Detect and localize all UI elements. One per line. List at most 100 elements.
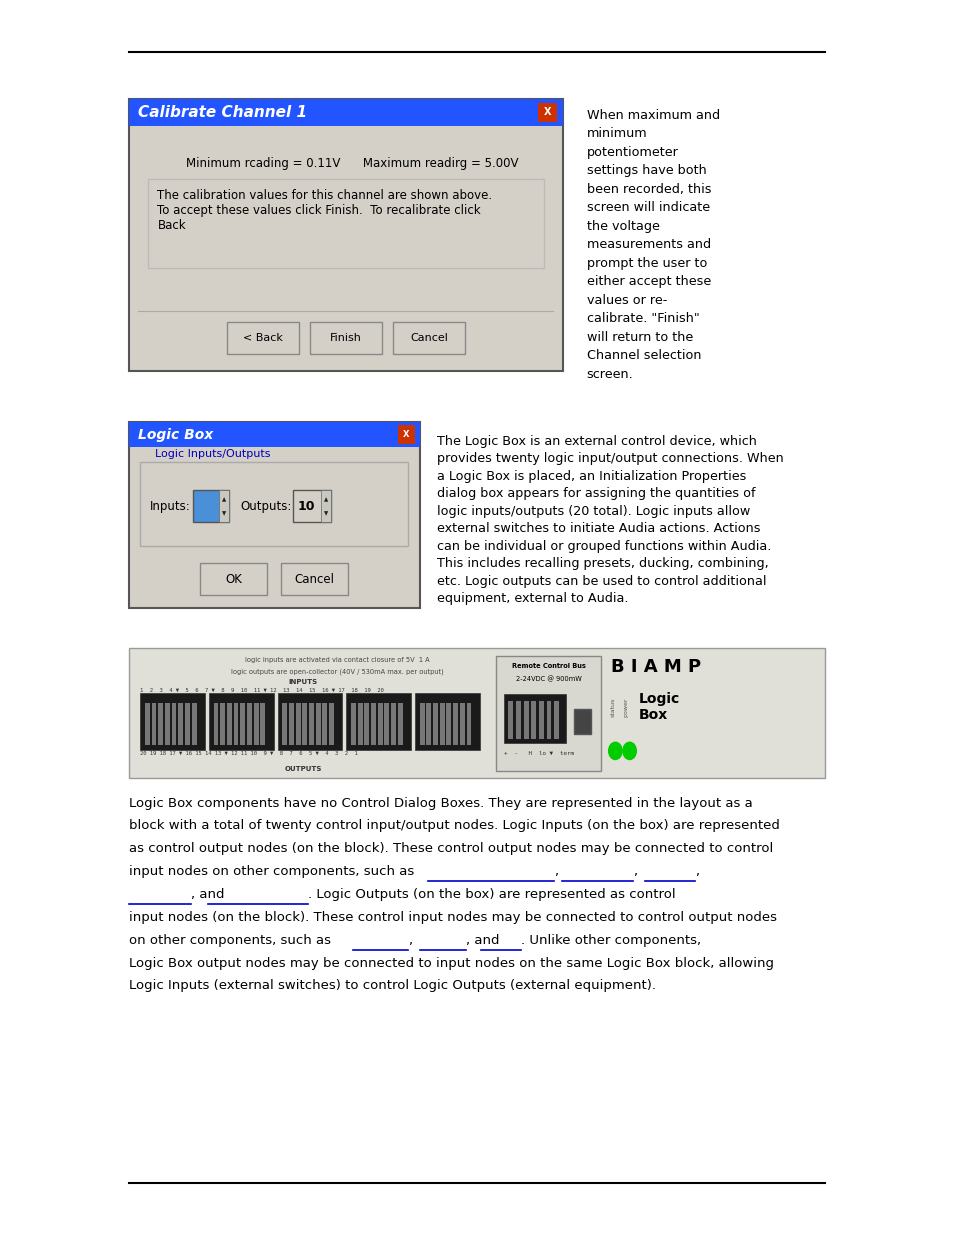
FancyBboxPatch shape [152,703,156,745]
FancyBboxPatch shape [453,703,457,745]
Text: 2-24VDC @ 900mW: 2-24VDC @ 900mW [516,676,580,682]
Text: Calibrate Channel 1: Calibrate Channel 1 [138,105,307,120]
FancyBboxPatch shape [538,701,543,739]
Text: X: X [543,107,551,117]
FancyBboxPatch shape [129,648,824,778]
FancyBboxPatch shape [295,703,300,745]
FancyBboxPatch shape [574,709,591,734]
FancyBboxPatch shape [415,693,479,750]
Text: 20 19 18 17 ▼ 16 15 14 13 ▼ 12 11 10  9 ▼  8  7  6  5 ▼  4  3  2  1: 20 19 18 17 ▼ 16 15 14 13 ▼ 12 11 10 9 ▼… [140,751,357,756]
Text: ▲: ▲ [222,498,226,503]
Text: X: X [403,430,409,440]
FancyBboxPatch shape [523,701,528,739]
FancyBboxPatch shape [459,703,464,745]
FancyBboxPatch shape [145,703,150,745]
Text: Cancel: Cancel [294,573,335,585]
FancyBboxPatch shape [293,490,331,522]
Text: Remote Control Bus: Remote Control Bus [511,663,585,669]
FancyBboxPatch shape [466,703,471,745]
FancyBboxPatch shape [322,703,327,745]
Text: Inputs:: Inputs: [150,500,191,513]
Text: ▼: ▼ [324,511,328,516]
Text: The calibration values for this channel are shown above.
To accept these values : The calibration values for this channel … [157,189,492,232]
FancyBboxPatch shape [233,703,238,745]
FancyBboxPatch shape [537,103,557,122]
FancyBboxPatch shape [346,693,411,750]
FancyBboxPatch shape [172,703,176,745]
FancyBboxPatch shape [357,703,362,745]
FancyBboxPatch shape [192,703,196,745]
Text: on other components, such as: on other components, such as [129,934,331,947]
Text: +  -   H  lo ▼  term: + - H lo ▼ term [503,751,573,756]
FancyBboxPatch shape [554,701,558,739]
FancyBboxPatch shape [289,703,294,745]
Circle shape [622,742,636,760]
Text: ,: , [554,866,558,878]
Text: < Back: < Back [243,333,282,343]
FancyBboxPatch shape [140,462,408,546]
FancyBboxPatch shape [260,703,265,745]
Text: The Logic Box is an external control device, which
provides twenty logic input/o: The Logic Box is an external control dev… [436,435,782,605]
Text: ,: , [408,934,412,947]
FancyBboxPatch shape [213,703,218,745]
FancyBboxPatch shape [393,322,464,354]
FancyBboxPatch shape [247,703,252,745]
FancyBboxPatch shape [371,703,375,745]
FancyBboxPatch shape [397,425,415,445]
Text: Cancel: Cancel [410,333,447,343]
FancyBboxPatch shape [253,703,258,745]
FancyBboxPatch shape [516,701,520,739]
FancyBboxPatch shape [129,422,419,447]
FancyBboxPatch shape [309,703,314,745]
Text: , and: , and [191,888,224,902]
Text: . Unlike other components,: . Unlike other components, [520,934,700,947]
Text: , and: , and [465,934,498,947]
FancyBboxPatch shape [227,703,232,745]
FancyBboxPatch shape [148,179,543,268]
FancyBboxPatch shape [129,99,562,126]
Text: Minimum rcading = 0.11V      Maximum readirg = 5.00V: Minimum rcading = 0.11V Maximum readirg … [186,157,518,169]
Text: When maximum and
minimum
potentiometer
settings have both
been recorded, this
sc: When maximum and minimum potentiometer s… [586,109,720,380]
Text: logic inputs are activated via contact closure of 5V  1 A: logic inputs are activated via contact c… [245,657,430,663]
FancyBboxPatch shape [185,703,190,745]
Text: Logic Box: Logic Box [138,427,213,442]
Text: input nodes (on the block). These control input nodes may be connected to contro: input nodes (on the block). These contro… [129,911,776,924]
FancyBboxPatch shape [531,701,536,739]
FancyBboxPatch shape [496,656,600,771]
FancyBboxPatch shape [129,99,562,370]
Text: 1  2  3  4 ▼  5  6  7 ▼  8  9  10  11 ▼ 12  13  14  15  16 ▼ 17  18  19  20: 1 2 3 4 ▼ 5 6 7 ▼ 8 9 10 11 ▼ 12 13 14 1… [140,688,384,693]
FancyBboxPatch shape [129,422,419,608]
FancyBboxPatch shape [277,693,342,750]
FancyBboxPatch shape [315,703,320,745]
Text: Outputs:: Outputs: [240,500,292,513]
Text: OK: OK [225,573,242,585]
Text: Logic Box output nodes may be connected to input nodes on the same Logic Box blo: Logic Box output nodes may be connected … [129,957,773,969]
FancyBboxPatch shape [219,490,229,522]
FancyBboxPatch shape [426,703,431,745]
Text: power: power [622,698,627,718]
FancyBboxPatch shape [281,563,348,595]
FancyBboxPatch shape [227,322,298,354]
FancyBboxPatch shape [310,322,381,354]
Text: status: status [610,698,615,718]
Text: Finish: Finish [330,333,361,343]
Text: . Logic Outputs (on the box) are represented as control: . Logic Outputs (on the box) are represe… [308,888,675,902]
FancyBboxPatch shape [193,490,229,522]
Text: Logic Box components have no Control Dialog Boxes. They are represented in the l: Logic Box components have no Control Dia… [129,797,752,810]
Text: 10: 10 [297,500,314,513]
Circle shape [608,742,621,760]
FancyBboxPatch shape [384,703,389,745]
FancyBboxPatch shape [282,703,287,745]
FancyBboxPatch shape [439,703,444,745]
FancyBboxPatch shape [140,693,205,750]
Text: INPUTS: INPUTS [288,679,317,685]
Text: input nodes on other components, such as: input nodes on other components, such as [129,866,414,878]
Text: OUTPUTS: OUTPUTS [284,766,321,772]
FancyBboxPatch shape [391,703,395,745]
Text: as control output nodes (on the block). These control output nodes may be connec: as control output nodes (on the block). … [129,842,772,856]
Text: Logic Inputs/Outputs: Logic Inputs/Outputs [154,450,270,459]
FancyBboxPatch shape [209,693,274,750]
Text: Logic
Box: Logic Box [639,692,679,721]
FancyBboxPatch shape [158,703,163,745]
Text: B I A M P: B I A M P [610,658,700,677]
